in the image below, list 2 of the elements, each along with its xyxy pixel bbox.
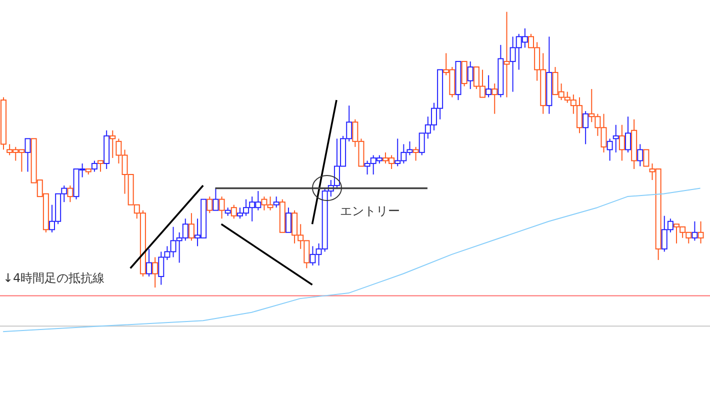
annotation: エントリー — [340, 203, 400, 220]
annotation: ↓4時間足の抵抗線 — [3, 270, 105, 287]
